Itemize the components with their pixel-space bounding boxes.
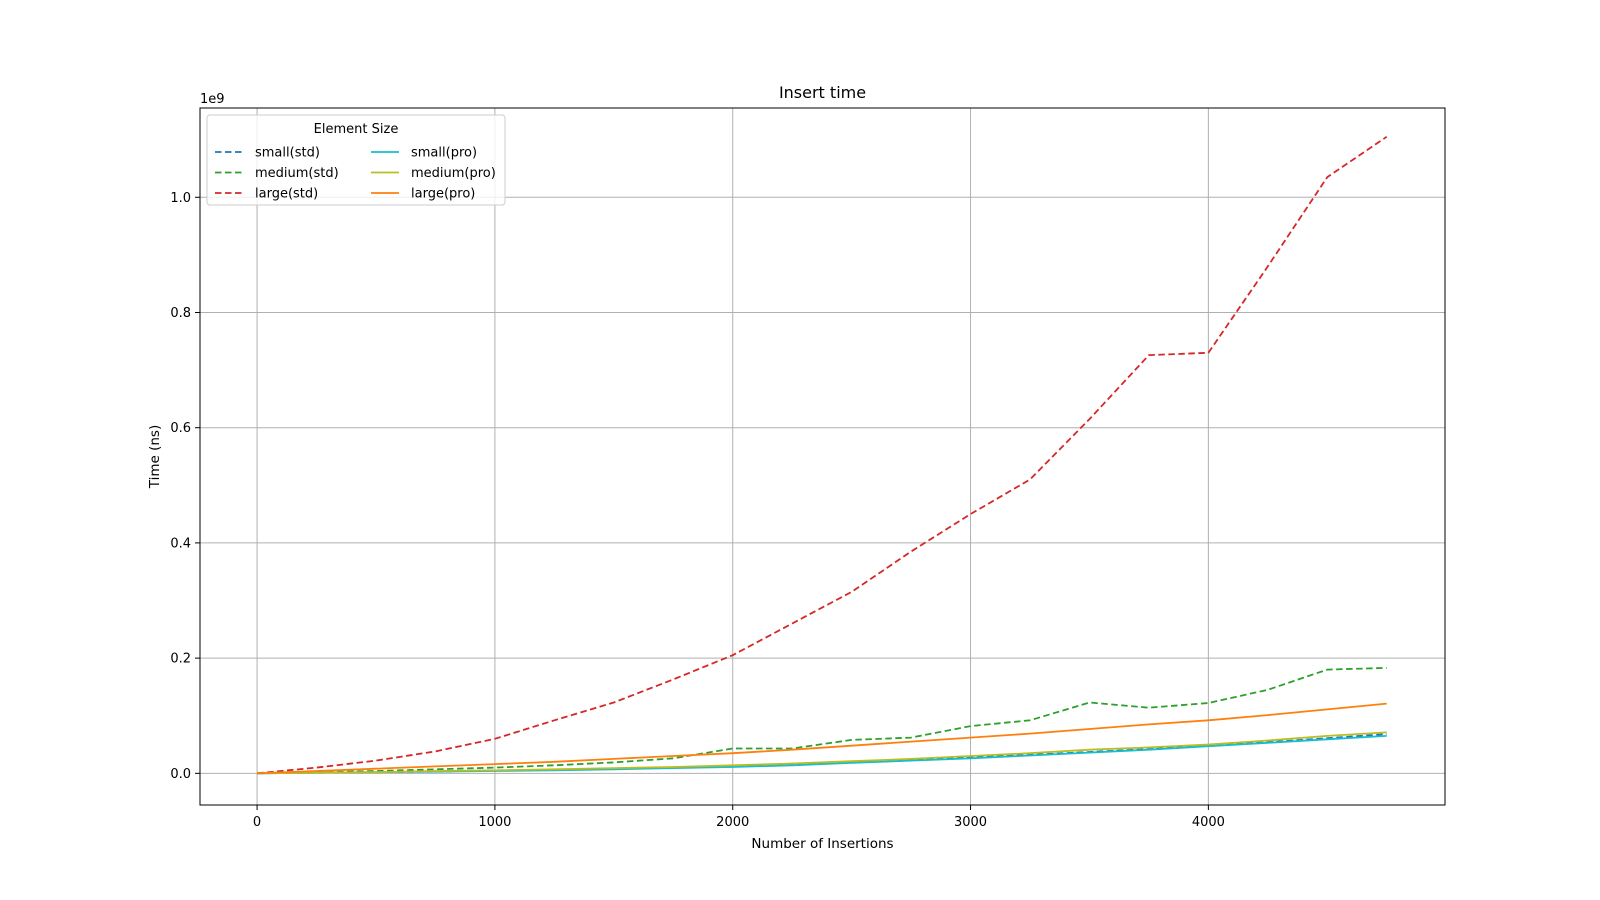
- y-tick-label: 0.8: [170, 306, 191, 321]
- y-tick-label: 0.4: [170, 536, 191, 551]
- y-tick-label: 0.6: [170, 421, 191, 436]
- y-tick-label: 0.0: [170, 767, 191, 782]
- y-axis-label: Time (ns): [147, 425, 163, 489]
- chart-title: Insert time: [779, 83, 866, 102]
- legend-label: medium(pro): [411, 166, 496, 181]
- series-line-medium-std: [257, 667, 1387, 775]
- legend-title: Element Size: [314, 122, 399, 137]
- series-line-large-std: [257, 136, 1388, 775]
- legend-label: large(std): [255, 187, 318, 202]
- x-tick-label: 4000: [1192, 815, 1225, 830]
- axes-frame: [199, 107, 1446, 806]
- legend-label: large(pro): [411, 187, 475, 202]
- legend-label: medium(std): [255, 166, 339, 181]
- x-tick-label: 3000: [954, 815, 987, 830]
- x-tick-label: 1000: [478, 815, 511, 830]
- x-axis-label: Number of Insertions: [751, 836, 893, 852]
- series-line-large-pro: [257, 702, 1387, 775]
- series-layer: [257, 136, 1388, 775]
- x-tick-label: 0: [253, 815, 261, 830]
- legend-box: [206, 114, 506, 206]
- series-line-medium-pro: [257, 731, 1387, 775]
- y-offset-label: 1e9: [200, 92, 225, 107]
- ticks: 0 1000 2000 3000 4000 0.0 0.2 0.4 0.6 0.8 1.0: [170, 191, 1225, 830]
- x-tick-label: 2000: [716, 815, 749, 830]
- legend-label: small(std): [255, 146, 320, 161]
- y-tick-label: 1.0: [170, 191, 191, 206]
- y-tick-label: 0.2: [170, 652, 191, 667]
- legend: Element Size small(std) medium(std) large(…: [206, 114, 506, 206]
- legend-label: small(pro): [411, 146, 477, 161]
- legend-items: small(std) medium(std) large(std) small(pro…: [215, 146, 496, 202]
- grid: [200, 108, 1445, 805]
